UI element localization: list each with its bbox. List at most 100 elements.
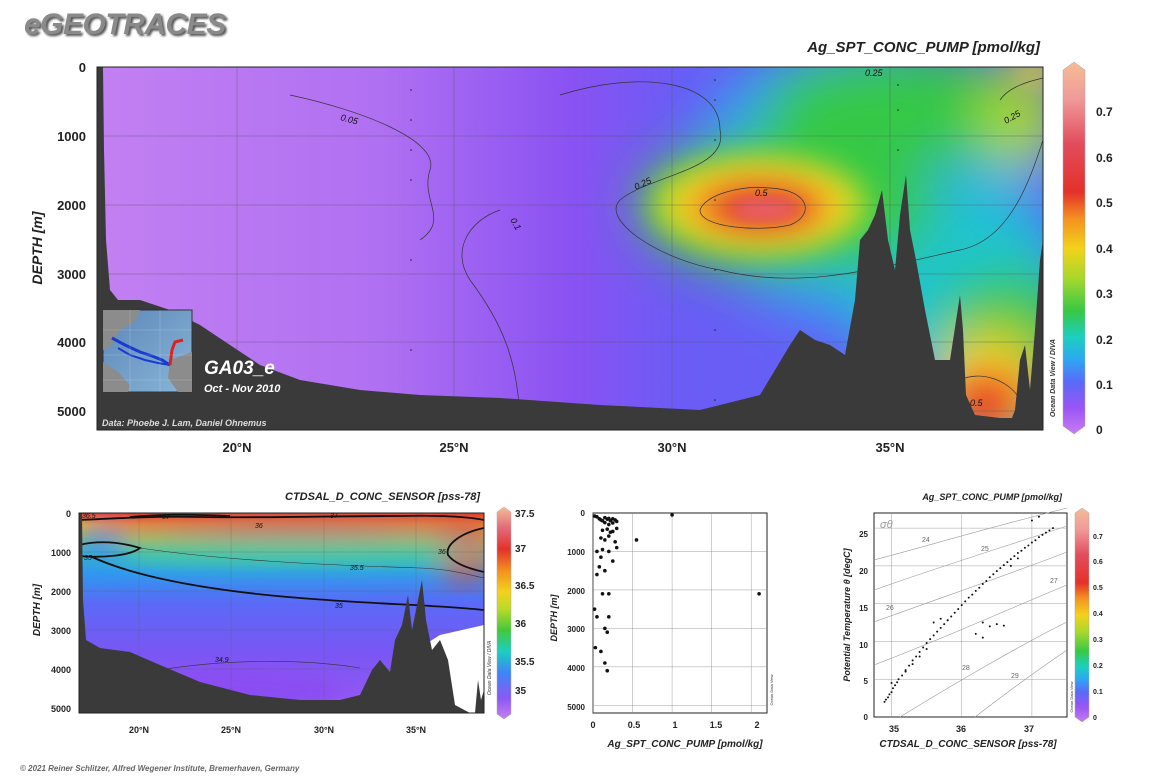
main-colorbar-tick: 0.6 xyxy=(1096,151,1113,165)
ts-point xyxy=(891,687,894,690)
salinity-colorbar-tick: 35.5 xyxy=(515,657,535,668)
ts-point xyxy=(901,674,904,677)
profile-point xyxy=(757,591,761,596)
ts-point xyxy=(1016,557,1019,560)
ts-point xyxy=(978,586,981,589)
ts-point xyxy=(1006,561,1009,564)
ts-point xyxy=(964,600,967,603)
profile-point xyxy=(614,519,619,524)
profile-point xyxy=(607,615,611,619)
isopycnal-label: 29 xyxy=(1011,673,1019,680)
salinity-color-field: 36.5 37 37 36 35 35.5 36 35 34.9 xyxy=(79,513,484,713)
salinity-contour-label: 36.5 xyxy=(82,513,96,520)
main-color-field: 0.05 0.1 0.25 0.25 0.25 0.5 0.5 xyxy=(97,67,1043,430)
ts-point xyxy=(922,646,925,649)
ts-point xyxy=(911,659,914,662)
ts-point xyxy=(981,621,984,624)
profile-y-tick: 3000 xyxy=(567,625,585,634)
salinity-y-tick: 5000 xyxy=(51,704,71,714)
ts-point xyxy=(884,698,887,701)
main-y-tick: 2000 xyxy=(57,198,86,213)
sigma-theta-label: σθ xyxy=(880,519,893,531)
profile-point xyxy=(634,538,639,542)
ts-colorbar-tick: 0 xyxy=(1093,715,1097,722)
ts-point xyxy=(925,648,928,650)
profile-x-tick: 1 xyxy=(672,720,677,730)
ts-x-axis-label: CTDSAL_D_CONC_SENSOR [pss-78] xyxy=(879,739,1057,750)
ts-point xyxy=(888,693,891,696)
ts-point xyxy=(890,682,893,684)
ts-y-tick: 0 xyxy=(864,713,869,722)
profile-point xyxy=(607,549,611,554)
profile-point xyxy=(592,607,597,611)
profile-point xyxy=(610,559,615,563)
profile-point xyxy=(607,522,611,527)
ts-point xyxy=(929,638,932,641)
salinity-contour-label: 36 xyxy=(438,549,446,556)
section-name: GA03_e xyxy=(204,358,275,379)
salinity-contour-label: 36 xyxy=(255,523,263,530)
profile-point xyxy=(607,534,611,538)
salinity-colorbar: 35 35.5 36 36.5 37 37.5 xyxy=(496,506,535,720)
ts-x-tick: 37 xyxy=(1024,724,1034,734)
salinity-y-tick: 0 xyxy=(66,509,71,519)
profile-point xyxy=(610,529,615,534)
ts-point xyxy=(883,700,886,703)
ts-point xyxy=(1034,539,1037,542)
ts-point xyxy=(985,580,988,582)
ts-point xyxy=(992,573,995,576)
main-y-axis-label: DEPTH [m] xyxy=(29,210,45,284)
ts-point xyxy=(890,691,893,694)
ts-point xyxy=(1016,552,1019,555)
salinity-y-tick: 1000 xyxy=(51,548,71,558)
salinity-y-tick: 4000 xyxy=(51,665,71,675)
ts-point xyxy=(932,634,935,637)
ts-point xyxy=(908,664,911,667)
ts-colorbar-tick: 0.4 xyxy=(1093,611,1103,618)
isopycnal-label: 25 xyxy=(981,546,989,553)
ts-point xyxy=(932,621,935,624)
ts-point xyxy=(995,570,998,573)
salinity-colorbar-tick: 37 xyxy=(515,544,527,555)
egeotraces-logo: eGEOTRACES xyxy=(24,8,226,41)
profile-point xyxy=(600,547,605,552)
main-x-tick: 25°N xyxy=(439,440,468,455)
profile-point xyxy=(605,668,610,673)
profile-point xyxy=(603,520,607,525)
salinity-contour-label: 34.9 xyxy=(215,657,229,664)
salinity-plot-frame xyxy=(78,512,485,714)
profile-point xyxy=(605,630,610,635)
salinity-plot-title: CTDSAL_D_CONC_SENSOR [pss-78] xyxy=(285,491,480,503)
profile-points xyxy=(592,513,761,673)
main-plot-title: Ag_SPT_CONC_PUMP [pmol/kg] xyxy=(806,39,1041,56)
main-y-tick: 5000 xyxy=(57,404,86,419)
main-y-tick: 4000 xyxy=(57,335,86,350)
section-date: Oct - Nov 2010 xyxy=(204,383,281,395)
isopycnal-label: 27 xyxy=(1050,578,1058,585)
section-inset-map xyxy=(102,309,193,393)
profile-point xyxy=(599,555,603,560)
ts-point xyxy=(967,596,970,599)
ts-colorbar-tick: 0.1 xyxy=(1093,689,1103,696)
profile-y-tick: 1000 xyxy=(567,548,585,557)
ts-point xyxy=(896,681,899,684)
profile-plot-frame xyxy=(592,512,768,714)
main-colorbar-tick: 0.3 xyxy=(1096,287,1113,301)
salinity-section-plot: CTDSAL_D_CONC_SENSOR [pss-78] xyxy=(32,491,535,735)
salinity-contour-label: 35 xyxy=(84,555,92,562)
ts-point xyxy=(904,670,907,673)
ts-y-tick: 15 xyxy=(859,604,868,613)
main-contour-label: 0.5 xyxy=(970,398,984,408)
salinity-y-tick: 2000 xyxy=(51,587,71,597)
ts-colorbar-tick: 0.3 xyxy=(1093,637,1103,644)
salinity-x-tick: 30°N xyxy=(314,725,334,735)
salinity-contour-label: 35 xyxy=(335,603,343,610)
profile-x-tick: 1.5 xyxy=(710,720,723,730)
main-contour-label: 0.5 xyxy=(755,188,769,198)
ts-x-tick: 36 xyxy=(956,724,966,734)
copyright-text: © 2021 Reiner Schlitzer, Alfred Wegener … xyxy=(20,764,300,773)
ts-point xyxy=(925,641,928,644)
main-section-plot: Ag_SPT_CONC_PUMP [pmol/kg] xyxy=(29,39,1113,455)
ts-x-tick: 35 xyxy=(889,724,899,734)
